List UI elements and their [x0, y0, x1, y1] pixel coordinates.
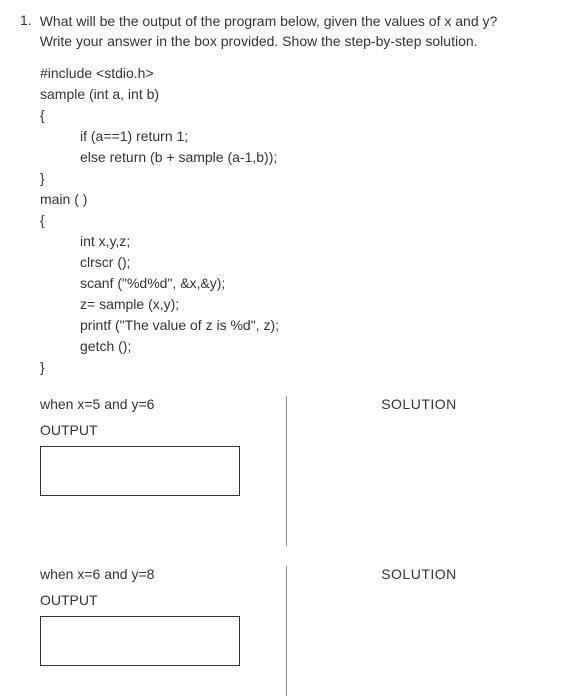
case2-condition: when x=6 and y=8 — [40, 566, 286, 582]
question-number: 1. — [20, 12, 32, 51]
code-line: #include <stdio.h> — [40, 63, 552, 84]
case2-left: when x=6 and y=8 OUTPUT — [20, 566, 286, 666]
code-line: { — [40, 105, 552, 126]
case1-solution-label: SOLUTION — [286, 396, 552, 412]
code-line: printf ("The value of z is %d", z); — [40, 315, 552, 336]
question-text-line2: Write your answer in the box provided. S… — [40, 32, 498, 52]
case1-output-label: OUTPUT — [40, 422, 286, 438]
case2-solution-label: SOLUTION — [286, 566, 552, 582]
question-text-line1: What will be the output of the program b… — [40, 12, 498, 32]
case2-right: SOLUTION — [286, 566, 552, 666]
code-line: clrscr (); — [40, 252, 552, 273]
code-line: scanf ("%d%d", &x,&y); — [40, 273, 552, 294]
case2-section: when x=6 and y=8 OUTPUT SOLUTION — [20, 566, 552, 696]
code-line: } — [40, 357, 552, 378]
case1-right: SOLUTION — [286, 396, 552, 496]
code-line: main ( ) — [40, 189, 552, 210]
case2-output-label: OUTPUT — [40, 592, 286, 608]
code-line: z= sample (x,y); — [40, 294, 552, 315]
code-line: } — [40, 168, 552, 189]
divider — [286, 396, 287, 546]
case1-section: when x=5 and y=6 OUTPUT SOLUTION — [20, 396, 552, 546]
code-block: #include <stdio.h> sample (int a, int b)… — [40, 63, 552, 378]
case1-left: when x=5 and y=6 OUTPUT — [20, 396, 286, 496]
code-line: getch (); — [40, 336, 552, 357]
code-line: sample (int a, int b) — [40, 84, 552, 105]
code-line: int x,y,z; — [40, 231, 552, 252]
case1-condition: when x=5 and y=6 — [40, 396, 286, 412]
code-line: if (a==1) return 1; — [40, 126, 552, 147]
case1-output-box — [40, 446, 240, 496]
divider — [286, 566, 287, 696]
case2-output-box — [40, 616, 240, 666]
code-line: { — [40, 210, 552, 231]
code-line: else return (b + sample (a-1,b)); — [40, 147, 552, 168]
question-header: 1. What will be the output of the progra… — [20, 12, 552, 51]
question-text-block: What will be the output of the program b… — [40, 12, 498, 51]
